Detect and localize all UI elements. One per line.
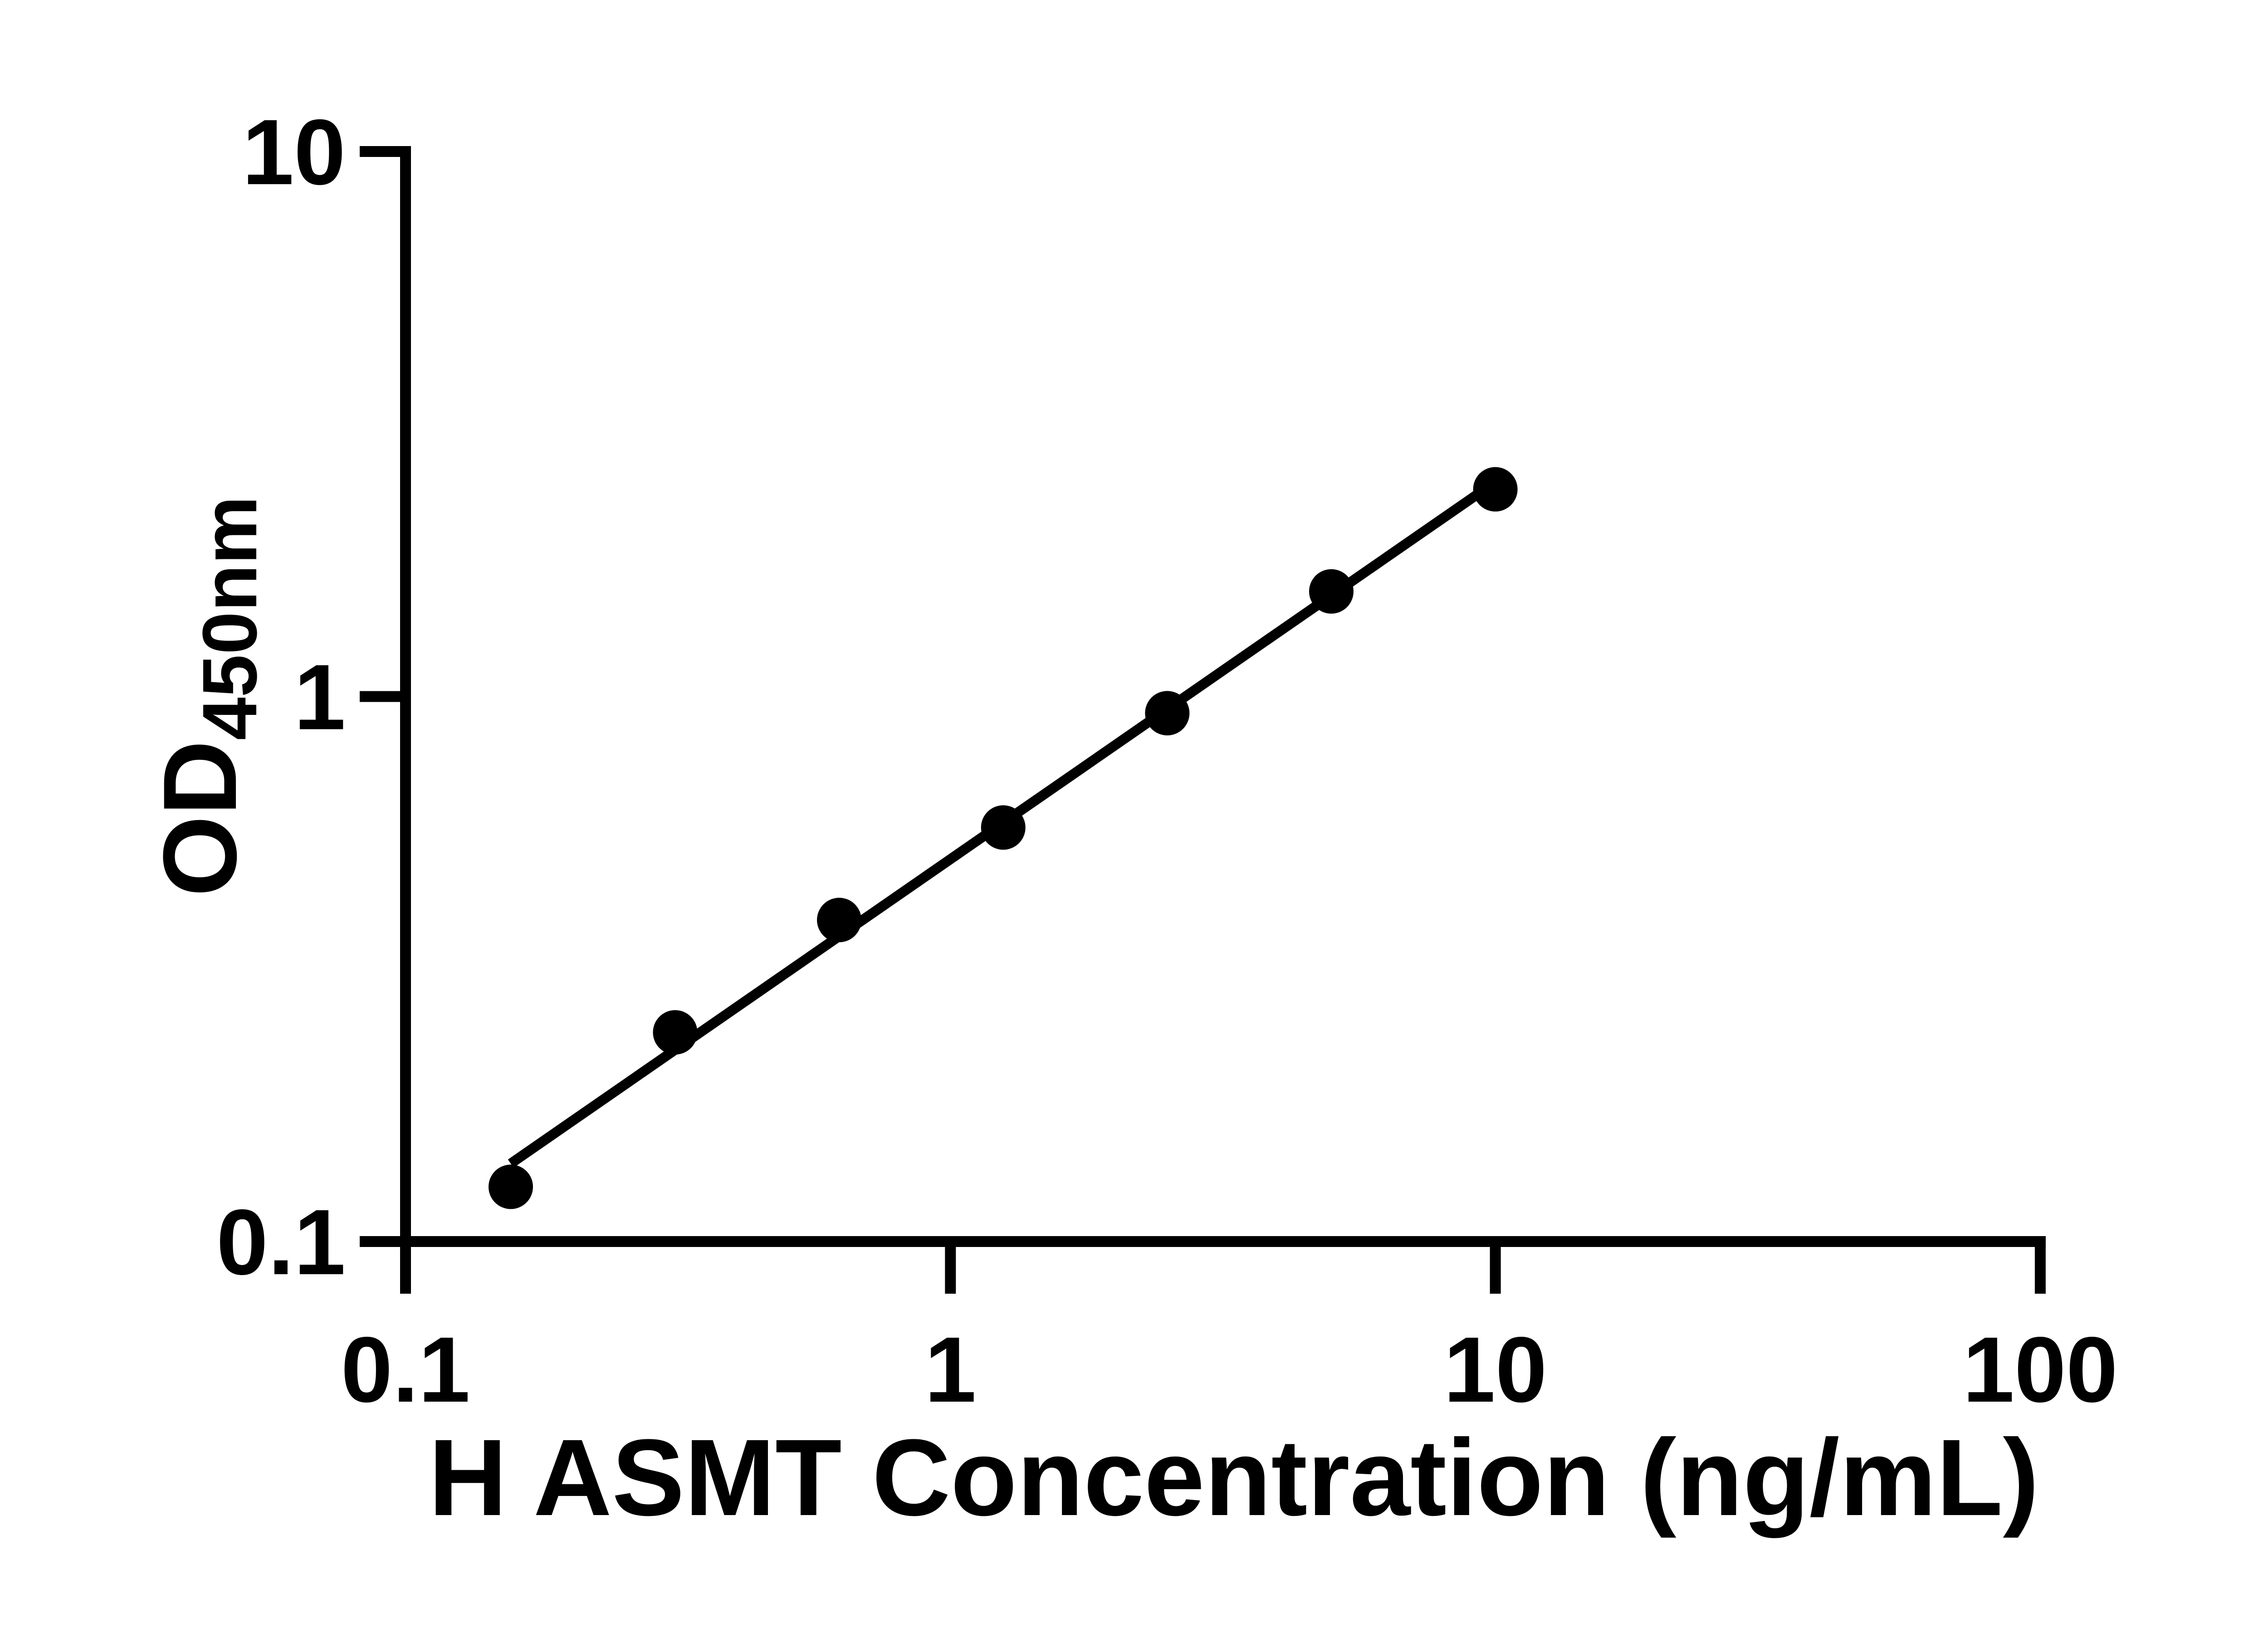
x-tick-label: 10 [1444, 1318, 1547, 1422]
y-tick-label: 1 [294, 645, 346, 749]
data-point [1309, 569, 1354, 614]
data-point [981, 805, 1026, 850]
data-point [653, 1010, 698, 1055]
y-axis-title: OD450nm [142, 496, 273, 897]
data-point [1145, 691, 1190, 736]
x-tick-label: 0.1 [341, 1318, 470, 1422]
y-axis-title-main: OD [142, 740, 258, 897]
y-axis-title-subscript: 450nm [187, 496, 273, 740]
y-tick-label: 10 [242, 100, 346, 204]
x-tick-label: 100 [1963, 1318, 2118, 1422]
y-tick-label: 0.1 [216, 1190, 346, 1294]
x-ticks: 0.1 1 10 100 [341, 1242, 2118, 1422]
x-axis-title: H ASMT Concentration (ng/mL) [429, 1417, 2039, 1538]
y-ticks: 0.1 1 10 [216, 100, 406, 1294]
data-point [489, 1164, 533, 1209]
plot-series [489, 467, 1518, 1209]
axes [360, 146, 2046, 1247]
data-point [1473, 467, 1518, 512]
data-point [817, 898, 862, 943]
x-tick-label: 1 [924, 1318, 976, 1422]
